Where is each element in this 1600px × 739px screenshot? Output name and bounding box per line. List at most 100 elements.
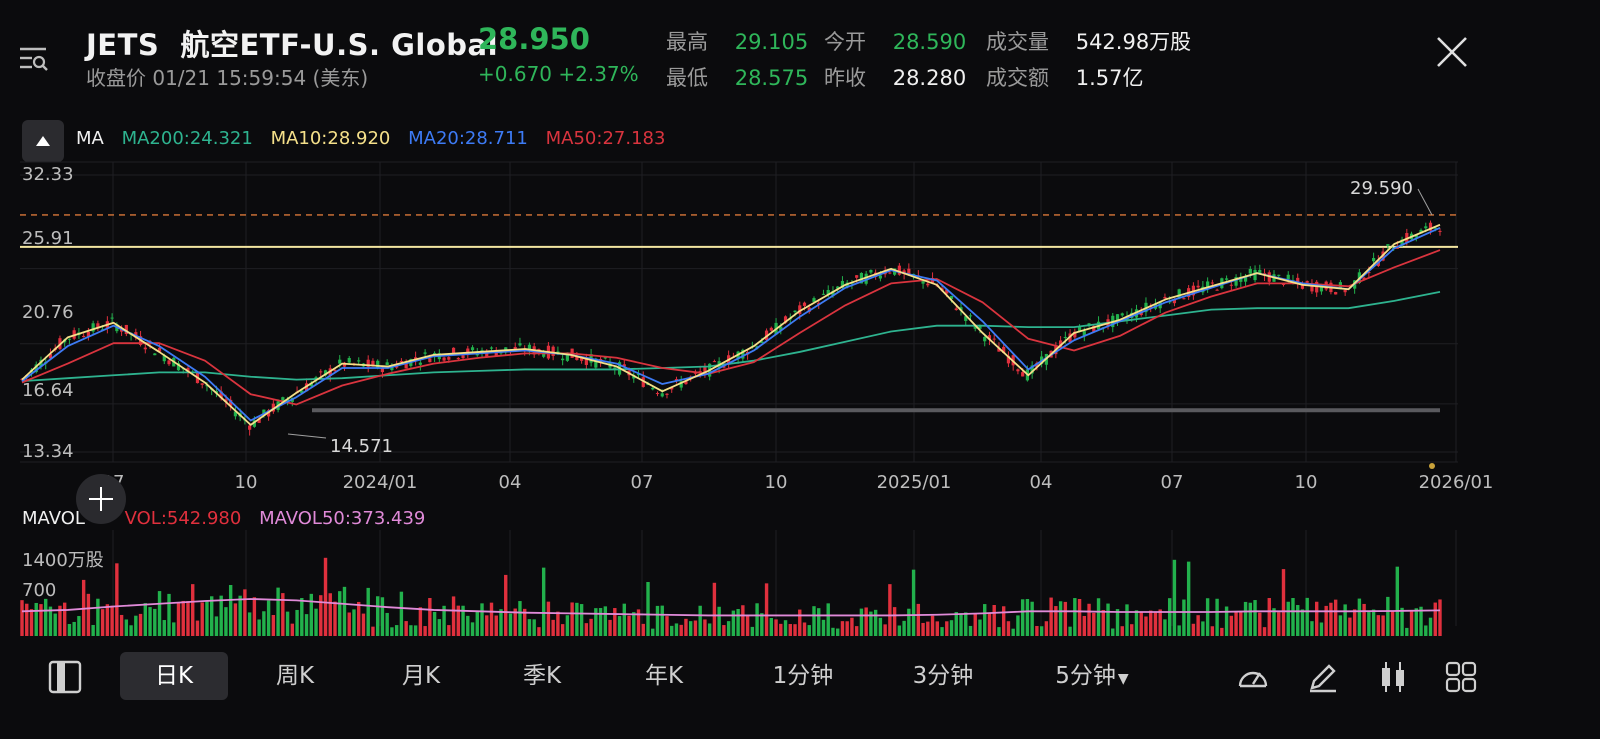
candle-body (769, 327, 773, 331)
candle-body (1130, 312, 1134, 318)
volume-bar (670, 625, 674, 636)
candle-body (1092, 326, 1096, 332)
candle-body (1400, 239, 1404, 246)
candle-body (1310, 284, 1314, 292)
tab-3min[interactable]: 3分钟 (912, 663, 974, 689)
volume-bar (138, 613, 143, 636)
candle-body (191, 371, 195, 373)
volume-bar (603, 606, 608, 636)
pen-icon[interactable] (1306, 660, 1340, 694)
volume-bar (1324, 605, 1328, 636)
volume-bar (864, 607, 868, 636)
volume-bar (1092, 612, 1096, 636)
volume-bar (1262, 627, 1267, 636)
volume-bar (1035, 625, 1039, 636)
candle-body (1315, 281, 1319, 293)
candle-body (504, 347, 508, 353)
volume-bar (632, 612, 636, 636)
volume-bar (1125, 604, 1129, 636)
candle-body (1096, 321, 1101, 330)
volume-bar (1054, 606, 1058, 636)
tab-5min-dropdown[interactable]: 5分钟 ▼ (1032, 652, 1152, 700)
volume-bar (176, 602, 181, 636)
candle-body (1149, 305, 1153, 308)
volume-bar (20, 600, 24, 636)
volume-bar (1063, 601, 1068, 636)
volume-bar (271, 615, 276, 636)
tab-1min[interactable]: 1分钟 (772, 663, 834, 689)
candle-body (817, 302, 821, 305)
crosshair-button[interactable] (76, 474, 126, 524)
volume-bar (859, 608, 864, 636)
candle-body (437, 353, 441, 360)
ma50-value: MA50:27.183 (545, 128, 666, 149)
tab-weekly-k[interactable]: 周K (275, 663, 315, 689)
tab-daily-k[interactable]: 日K (120, 652, 228, 700)
candle-body (883, 270, 887, 275)
mavol50-line (21, 598, 1441, 617)
candle-body (77, 332, 81, 336)
volume-bar (717, 606, 721, 636)
collapse-indicators-button[interactable] (22, 120, 64, 162)
volume-bar (475, 611, 479, 636)
volume-bar (1001, 606, 1006, 636)
gauge-icon[interactable] (1236, 660, 1270, 694)
volume-bar (143, 603, 148, 636)
candlestick-icon[interactable] (1376, 660, 1410, 694)
volume-bar (371, 626, 375, 636)
candle-body (1125, 316, 1129, 320)
tab-monthly-k[interactable]: 月K (401, 663, 441, 689)
candle-body (859, 272, 864, 284)
volume-bar (257, 619, 261, 636)
ma-legend[interactable]: MA MA200:24.321 MA10:28.920 MA20:28.711 … (76, 128, 677, 149)
time-axis-label: 04 (1029, 472, 1053, 493)
candle-body (1191, 285, 1195, 296)
volume-legend[interactable]: MAVOL VOL:542.980 MAVOL50:373.439 (22, 508, 425, 529)
volume-bar (1286, 601, 1290, 636)
volume-bar (556, 611, 560, 636)
close-icon[interactable] (1434, 34, 1470, 70)
tab-quarterly-k[interactable]: 季K (522, 663, 562, 689)
candle-body (119, 329, 124, 332)
candle-body (319, 371, 323, 373)
volume-bar (1319, 622, 1324, 636)
volume-bar (148, 607, 152, 636)
high-annotation: 29.590 (1350, 178, 1413, 199)
candle-body (395, 364, 399, 368)
candle-body (138, 336, 143, 345)
ma10-value: MA10:28.920 (270, 128, 391, 149)
candle-body (328, 368, 332, 377)
price-axis-label: 25.91 (22, 228, 74, 249)
volume-bar (1215, 598, 1219, 636)
volume-bar (119, 614, 124, 636)
candle-body (698, 371, 702, 374)
menu-list-icon[interactable] (18, 44, 50, 76)
volume-bar (698, 605, 702, 636)
tab-yearly-k[interactable]: 年K (644, 663, 684, 689)
volume-bar (1020, 599, 1025, 636)
volume-bar (1229, 615, 1234, 636)
volume-bar (228, 585, 233, 636)
candle-body (105, 321, 109, 328)
volume-bar (25, 603, 29, 636)
time-axis-label: 2026/01 (1418, 472, 1494, 493)
candle-body (129, 332, 133, 335)
volume-bar (48, 606, 53, 636)
candle-body (1158, 302, 1162, 309)
candle-body (366, 359, 370, 367)
candle-body (342, 362, 347, 367)
candle-body (1414, 234, 1418, 238)
volume-bar (413, 625, 418, 636)
volume-bar (1400, 607, 1404, 636)
volume-bar (399, 591, 404, 636)
candle-body (371, 360, 375, 367)
price-change: +0.670 +2.37% (478, 62, 639, 86)
volume-bar (527, 619, 532, 636)
volume-bar (1239, 610, 1243, 636)
volume-bar (352, 609, 356, 636)
panel-toggle-icon[interactable] (48, 660, 82, 694)
candle-body (1362, 277, 1366, 280)
grid-icon[interactable] (1444, 660, 1478, 694)
